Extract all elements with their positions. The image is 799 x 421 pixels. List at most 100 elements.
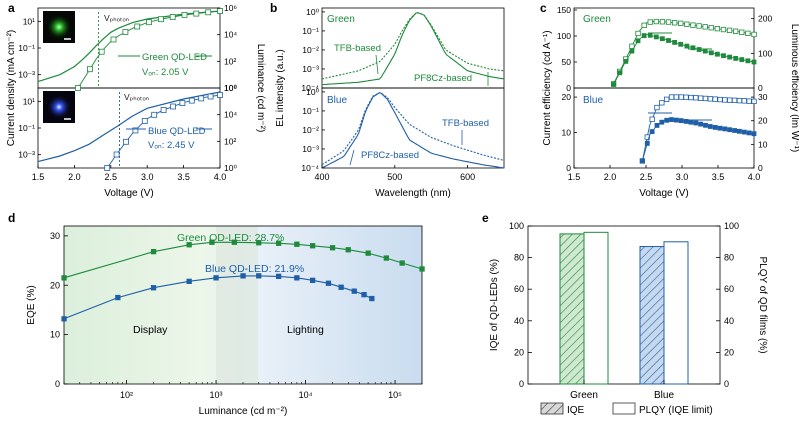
panel-a-green-luminance-marker-2 bbox=[98, 48, 105, 55]
panel-b-green-pf8cz-label: PF8Cz-based bbox=[414, 73, 472, 84]
panel-c-blue-le-marker-18 bbox=[727, 127, 733, 133]
panel-d-green-marker-10 bbox=[345, 247, 351, 253]
panel-b-xtick-label-0: 400 bbox=[314, 172, 329, 182]
panel-a-blue-luminance-marker-12 bbox=[217, 92, 223, 98]
legend-plqy-swatch bbox=[612, 402, 636, 415]
panel-b-blue-ytick-label-4: 10⁰ bbox=[306, 87, 319, 97]
panel-c-green-ce-marker-20 bbox=[733, 28, 739, 34]
panel-c-blue-le-marker-23 bbox=[751, 131, 757, 137]
panel-b-green-ytick-label-3: 10⁻¹ bbox=[302, 26, 319, 36]
panel-d-green-marker-7 bbox=[294, 241, 300, 247]
panel-c-green-le-marker-17 bbox=[715, 51, 720, 57]
panel-a-blue-ytick-left-label-1: 10⁻¹ bbox=[18, 123, 35, 133]
panel-d-blue-marker-9 bbox=[309, 277, 316, 284]
panel-a-blue-vphoton-label: Vₚₕₒₜₒₙ bbox=[124, 92, 150, 102]
panel-a-green-luminance-marker-7 bbox=[157, 16, 164, 23]
panel-a-green-luminance-marker-5 bbox=[134, 23, 141, 30]
panel-d-green-marker-2 bbox=[186, 242, 192, 248]
panel-e-ylabel-left: IQE of QD-LEDs (%) bbox=[489, 259, 500, 351]
panel-c-green-ce-marker-23 bbox=[751, 31, 757, 38]
panel-a-blue-luminance-marker-2 bbox=[123, 138, 129, 145]
panel-c-green-le-marker-9 bbox=[666, 38, 671, 43]
panel-c-green-ce-marker-16 bbox=[708, 25, 714, 31]
panel-d-blue-marker-3 bbox=[186, 278, 192, 285]
legend-iqe-swatch bbox=[540, 402, 564, 415]
panel-a-blue-luminance-marker-11 bbox=[207, 93, 214, 100]
region-lighting-label: Lighting bbox=[287, 324, 324, 336]
panel-c-xtick-label-2: 2.5 bbox=[640, 172, 653, 182]
panel-c-xtick-label-0: 1.5 bbox=[568, 172, 581, 182]
panel-a-green-ytick-right-label-3: 10⁶ bbox=[224, 3, 237, 13]
panel-c-green-le-marker-12 bbox=[684, 43, 690, 49]
panel-c-blue-ytick-right-label-2: 20 bbox=[758, 116, 768, 126]
panel-c-blue-le-marker-15 bbox=[712, 125, 718, 130]
panel-d-blue-marker-14 bbox=[369, 295, 375, 302]
panel-d-green-marker-14 bbox=[419, 266, 425, 272]
panel-c-blue-le-marker-5 bbox=[664, 117, 670, 123]
panel-a-blue-luminance-marker-8 bbox=[179, 100, 186, 106]
panel-d-blue-marker-10 bbox=[325, 280, 332, 286]
panel-a-green-luminance-marker-8 bbox=[169, 14, 176, 20]
panel-c-blue-plot bbox=[639, 94, 757, 164]
panel-d-xtick-label-2: 10⁴ bbox=[299, 390, 313, 400]
panel-c-ylabel-left: Current efficiency (cd A⁻¹) bbox=[542, 30, 553, 145]
panel-d-green-marker-0 bbox=[61, 275, 67, 281]
panel-d-blue-marker-7 bbox=[275, 273, 282, 280]
panel-c-blue-ce-marker-22 bbox=[746, 98, 752, 104]
panel-c-xtick-label-1: 2.0 bbox=[604, 172, 617, 182]
bar-iqe-blue bbox=[639, 246, 665, 385]
panel-b-blue-ytick-label-0: 10⁻⁴ bbox=[301, 163, 319, 173]
panel-c-green-ce-marker-13 bbox=[690, 22, 696, 28]
panel-a-xtick-label-1: 2.0 bbox=[68, 172, 81, 182]
panel-c-blue-le-marker-9 bbox=[683, 119, 689, 124]
panel-c-green-le-line bbox=[613, 33, 755, 85]
panel-c-green-ce-marker-5 bbox=[641, 22, 647, 29]
panel-a-blue-plot bbox=[37, 91, 223, 171]
panel-c-green-le-marker-21 bbox=[739, 57, 745, 62]
panel-c-green-le-marker-6 bbox=[647, 32, 653, 38]
panel-b-green-ytick-label-4: 10⁰ bbox=[306, 7, 319, 17]
panel-c-xtick-label-3: 3.0 bbox=[676, 172, 689, 182]
panel-a-xtick-label-2: 2.5 bbox=[105, 172, 118, 182]
panel-d-green-marker-9 bbox=[329, 245, 336, 251]
panel-e-ytick-left-label-3: 60 bbox=[514, 284, 524, 294]
panel-a-green-luminance-marker-3 bbox=[110, 36, 117, 43]
panel-d-green-marker-12 bbox=[383, 255, 390, 261]
panel-b-green-ytick-label-0: 10⁻⁴ bbox=[301, 83, 319, 93]
panel-d-ticks: 10² 10³ 10⁴ 10⁵ 0 10 20 30 bbox=[50, 231, 423, 400]
panel-e-ytick-left-label-2: 40 bbox=[514, 316, 524, 326]
panel-d-ytick-label-1: 10 bbox=[50, 330, 60, 340]
panel-b-blue-pf8cz-label: PF8Cz-based bbox=[361, 150, 419, 161]
panel-c-blue-ce-marker-18 bbox=[727, 97, 733, 103]
panel-c-blue-ce-marker-13 bbox=[702, 95, 709, 102]
panel-b-green-tfb-pointer bbox=[375, 54, 379, 75]
panel-c-green-ce-marker-10 bbox=[672, 20, 678, 26]
panel-c-blue-le-marker-20 bbox=[737, 128, 742, 134]
panel-c-green-label: Green bbox=[583, 14, 611, 25]
panel-d-blue-marker-5 bbox=[240, 273, 246, 279]
panel-c-blue-le-marker-6 bbox=[669, 117, 674, 122]
panel-b-green-label: Green bbox=[327, 14, 355, 25]
panel-c-green-ce-marker-3 bbox=[629, 43, 635, 49]
panel-a-blue-luminance-marker-5 bbox=[151, 111, 158, 118]
panel-e-ytick-right-label-1: 20 bbox=[724, 347, 734, 357]
panel-d-xtick-label-0: 10² bbox=[120, 390, 133, 400]
panel-a-blue-luminance-marker-0 bbox=[104, 165, 111, 171]
panel-label-e: e bbox=[482, 211, 489, 225]
panel-c-green-ce-marker-11 bbox=[678, 20, 684, 27]
panel-c-green-ce-marker-6 bbox=[647, 19, 653, 25]
bar-iqe-green bbox=[559, 233, 585, 385]
panel-c-green-ytick-left-label-1: 50 bbox=[562, 57, 572, 67]
panel-c-blue-le-marker-1 bbox=[644, 140, 650, 146]
panel-c-blue-ce-marker-16 bbox=[717, 96, 723, 103]
panel-a-blue-luminance-marker-9 bbox=[188, 97, 195, 104]
panel-c-green-ce-marker-4 bbox=[635, 30, 641, 37]
panel-c-green-le-marker-15 bbox=[702, 48, 708, 54]
panel-c-green-ce-line bbox=[613, 20, 755, 84]
panel-d-blue-marker-12 bbox=[351, 288, 357, 294]
panel-c-blue-ce-marker-2 bbox=[649, 116, 655, 122]
panel-e-ytick-right-label-3: 60 bbox=[724, 284, 734, 294]
panel-a-green-luminance-marker-4 bbox=[122, 29, 129, 36]
panel-c-green-ytick-left-label-0: 0 bbox=[566, 83, 571, 93]
panel-d-green-marker-1 bbox=[150, 248, 157, 255]
